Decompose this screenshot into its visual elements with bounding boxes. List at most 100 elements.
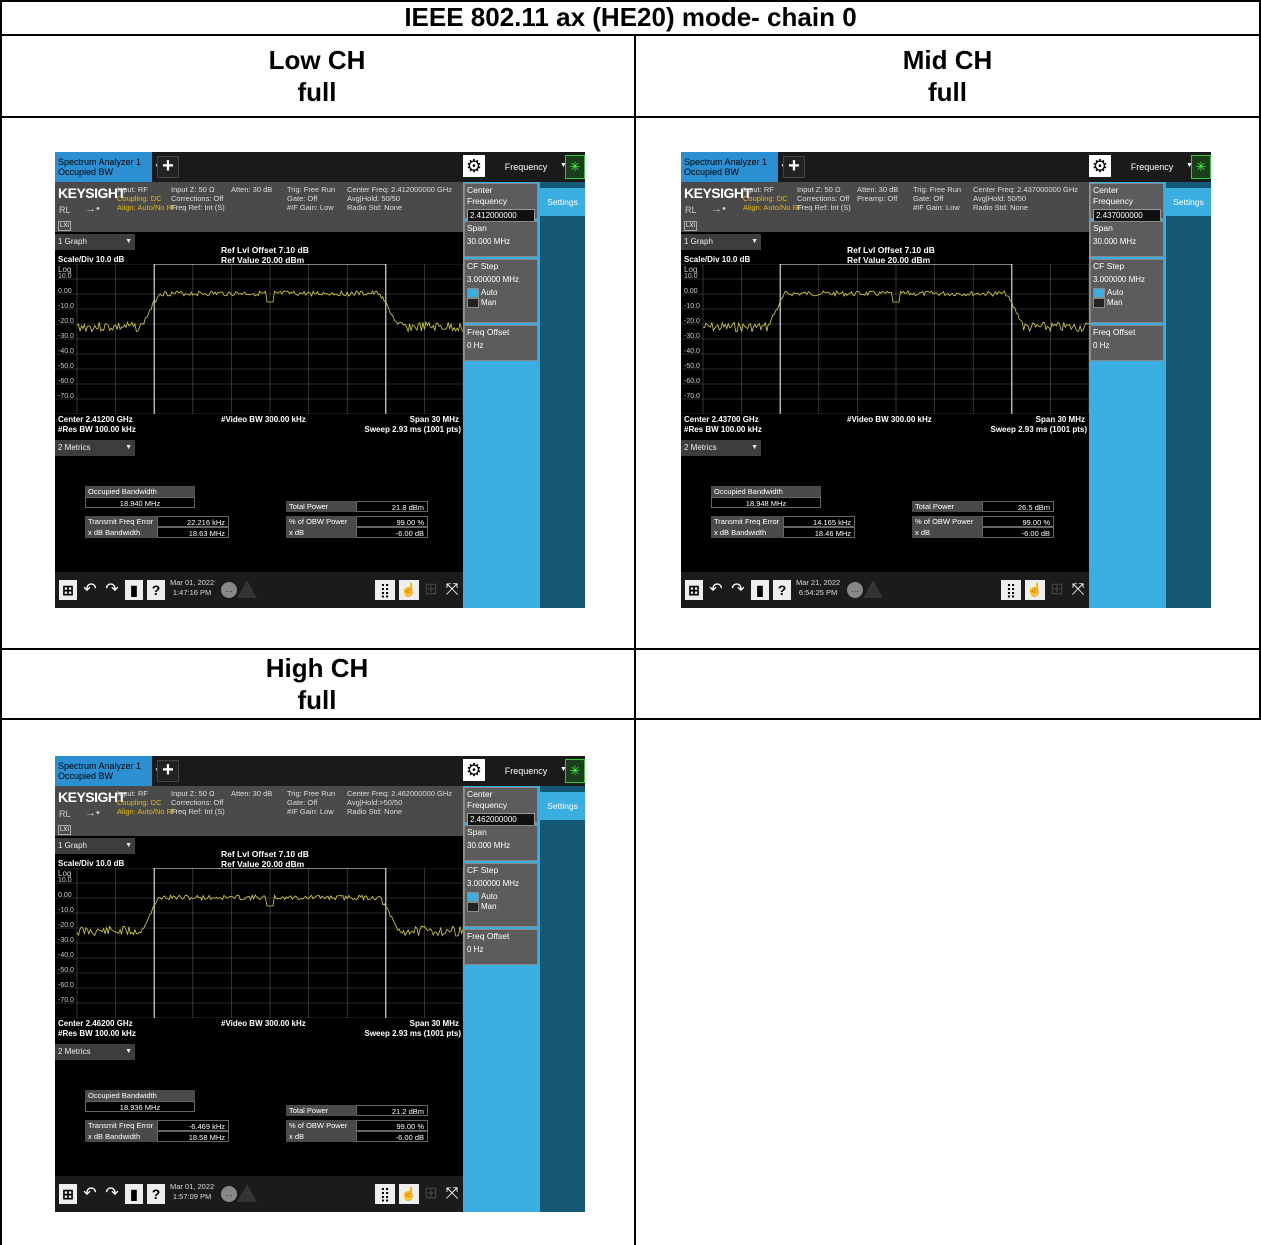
- message-icon[interactable]: …: [221, 582, 237, 598]
- window-layout-icon[interactable]: ⣿: [1001, 580, 1021, 600]
- menu-dropdown-icon[interactable]: ▼: [1186, 162, 1193, 169]
- graph-selector[interactable]: 1 Graph ▼: [55, 838, 135, 854]
- total-power-value: 21.2 dBm: [356, 1105, 428, 1116]
- windows-icon[interactable]: ⊞: [59, 1184, 77, 1204]
- lxi-icon: LXI: [58, 825, 71, 835]
- auto-option[interactable]: Auto: [467, 892, 535, 902]
- gear-icon[interactable]: ⚙: [463, 155, 485, 177]
- center-frequency-softkey[interactable]: Center Frequency 2.412000000 GHz: [464, 183, 538, 233]
- cf-step-softkey[interactable]: CF Step 3.000000 MHz Auto Man: [464, 259, 538, 323]
- dropdown-icon: ▼: [125, 1048, 132, 1055]
- help-icon[interactable]: ?: [147, 1184, 165, 1204]
- atten-text: Atten: 30 dB: [857, 185, 899, 194]
- date-text: Mar 01, 2022: [170, 578, 215, 587]
- graph-selector[interactable]: 1 Graph ▼: [55, 234, 135, 250]
- add-tab-icon[interactable]: +: [783, 156, 805, 178]
- window-layout-icon[interactable]: ⣿: [375, 580, 395, 600]
- touch-icon[interactable]: ☝: [1025, 580, 1045, 600]
- man-option[interactable]: Man: [1093, 298, 1161, 309]
- settings-tab[interactable]: Settings: [540, 188, 585, 216]
- total-power-label: Total Power: [286, 1105, 356, 1116]
- fullscreen-icon[interactable]: ⤧: [445, 581, 459, 598]
- undo-icon[interactable]: ↶: [83, 1185, 97, 1202]
- fullscreen-icon[interactable]: ⤧: [445, 1185, 459, 1202]
- message-icon[interactable]: …: [221, 1186, 237, 1202]
- gear-icon[interactable]: ⚙: [463, 759, 485, 781]
- measurement-tab[interactable]: Spectrum Analyzer 1 Occupied BW: [681, 152, 778, 182]
- settings-tab[interactable]: Settings: [1166, 188, 1211, 216]
- align-text: Align: Auto/No RF: [117, 203, 177, 212]
- span-label: Span 30 MHz: [1035, 415, 1085, 424]
- span-softkey[interactable]: Span 30.000 MHz: [1090, 221, 1164, 257]
- dropdown-icon: ▼: [125, 842, 132, 849]
- frequency-menu[interactable]: Frequency: [504, 766, 548, 776]
- center-frequency-softkey[interactable]: Center Frequency 2.462000000 GHz: [464, 787, 538, 837]
- span-softkey[interactable]: Span 30.000 MHz: [464, 825, 538, 861]
- atten-info: Atten: 30 dB Preamp: Off: [857, 185, 898, 203]
- span-value: 30.000 MHz: [467, 237, 511, 246]
- redo-icon[interactable]: ↷: [731, 581, 745, 598]
- metrics-selector[interactable]: 2 Metrics ▼: [55, 440, 135, 456]
- gate-text: Gate: Off: [287, 194, 318, 203]
- undo-icon[interactable]: ↶: [709, 581, 723, 598]
- add-tab-icon[interactable]: +: [157, 156, 179, 178]
- auto-option[interactable]: Auto: [467, 288, 535, 298]
- tab-title: Spectrum Analyzer 1: [58, 761, 142, 771]
- softkey-panel: Center Frequency 2.412000000 GHz Span 30…: [463, 182, 540, 608]
- file-icon[interactable]: ▮: [751, 580, 769, 600]
- tfe-label: Transmit Freq Error: [85, 516, 157, 527]
- menu-dropdown-icon[interactable]: ▼: [560, 766, 567, 773]
- gear-icon[interactable]: ⚙: [1089, 155, 1111, 177]
- graph-selector-label: 1 Graph: [58, 841, 87, 850]
- quad-window-icon[interactable]: ⊞: [424, 1185, 438, 1202]
- freq-offset-softkey[interactable]: Freq Offset 0 Hz: [464, 929, 538, 965]
- freq-ref-text: Freq Ref: Int (S): [171, 807, 225, 816]
- frequency-menu[interactable]: Frequency: [504, 162, 548, 172]
- touch-icon[interactable]: ☝: [399, 1184, 419, 1204]
- trig-text: Trig: Free Run: [287, 185, 336, 194]
- metrics-selector[interactable]: 2 Metrics ▼: [681, 440, 761, 456]
- cf-step-softkey[interactable]: CF Step 3.000000 MHz Auto Man: [464, 863, 538, 927]
- quad-window-icon[interactable]: ⊞: [424, 581, 438, 598]
- freq-offset-value: 0 Hz: [1093, 341, 1110, 350]
- metrics-selector[interactable]: 2 Metrics ▼: [55, 1044, 135, 1060]
- span-softkey[interactable]: Span 30.000 MHz: [464, 221, 538, 257]
- fullscreen-icon[interactable]: ⤧: [1071, 581, 1085, 598]
- measurement-tab[interactable]: Spectrum Analyzer 1 Occupied BW: [55, 756, 152, 786]
- obw-pct-value: 99.00 %: [356, 1120, 428, 1131]
- correction-info: Input Z: 50 Ω Corrections: Off Freq Ref:…: [797, 185, 851, 212]
- help-icon[interactable]: ?: [773, 580, 791, 600]
- undo-icon[interactable]: ↶: [83, 581, 97, 598]
- freq-offset-softkey[interactable]: Freq Offset 0 Hz: [1090, 325, 1164, 361]
- settings-tab[interactable]: Settings: [540, 792, 585, 820]
- redo-icon[interactable]: ↷: [105, 1185, 119, 1202]
- measurement-tab[interactable]: Spectrum Analyzer 1 Occupied BW: [55, 152, 152, 182]
- graph-selector[interactable]: 1 Graph ▼: [681, 234, 761, 250]
- auto-label: Auto: [481, 288, 498, 298]
- trigger-info: Trig: Free Run Gate: Off #IF Gain: Low: [287, 789, 335, 816]
- man-option[interactable]: Man: [467, 298, 535, 309]
- touch-icon[interactable]: ☝: [399, 580, 419, 600]
- atten-info: Atten: 30 dB: [231, 789, 272, 798]
- cf-step-softkey[interactable]: CF Step 3.000000 MHz Auto Man: [1090, 259, 1164, 323]
- redo-icon[interactable]: ↷: [105, 581, 119, 598]
- tfe-value: -6.469 kHz: [157, 1120, 229, 1131]
- add-tab-icon[interactable]: +: [157, 760, 179, 782]
- quad-window-icon[interactable]: ⊞: [1050, 581, 1064, 598]
- message-icon[interactable]: …: [847, 582, 863, 598]
- center-frequency-softkey[interactable]: Center Frequency 2.437000000 GHz: [1090, 183, 1164, 233]
- file-icon[interactable]: ▮: [125, 1184, 143, 1204]
- rl-label: RL: [685, 205, 697, 215]
- window-layout-icon[interactable]: ⣿: [375, 1184, 395, 1204]
- windows-icon[interactable]: ⊞: [685, 580, 703, 600]
- freq-offset-softkey[interactable]: Freq Offset 0 Hz: [464, 325, 538, 361]
- mode-label: full: [297, 77, 337, 107]
- man-option[interactable]: Man: [467, 902, 535, 913]
- help-icon[interactable]: ?: [147, 580, 165, 600]
- tfe-label: Transmit Freq Error: [85, 1120, 157, 1131]
- file-icon[interactable]: ▮: [125, 580, 143, 600]
- auto-option[interactable]: Auto: [1093, 288, 1161, 298]
- windows-icon[interactable]: ⊞: [59, 580, 77, 600]
- frequency-menu[interactable]: Frequency: [1130, 162, 1174, 172]
- menu-dropdown-icon[interactable]: ▼: [560, 162, 567, 169]
